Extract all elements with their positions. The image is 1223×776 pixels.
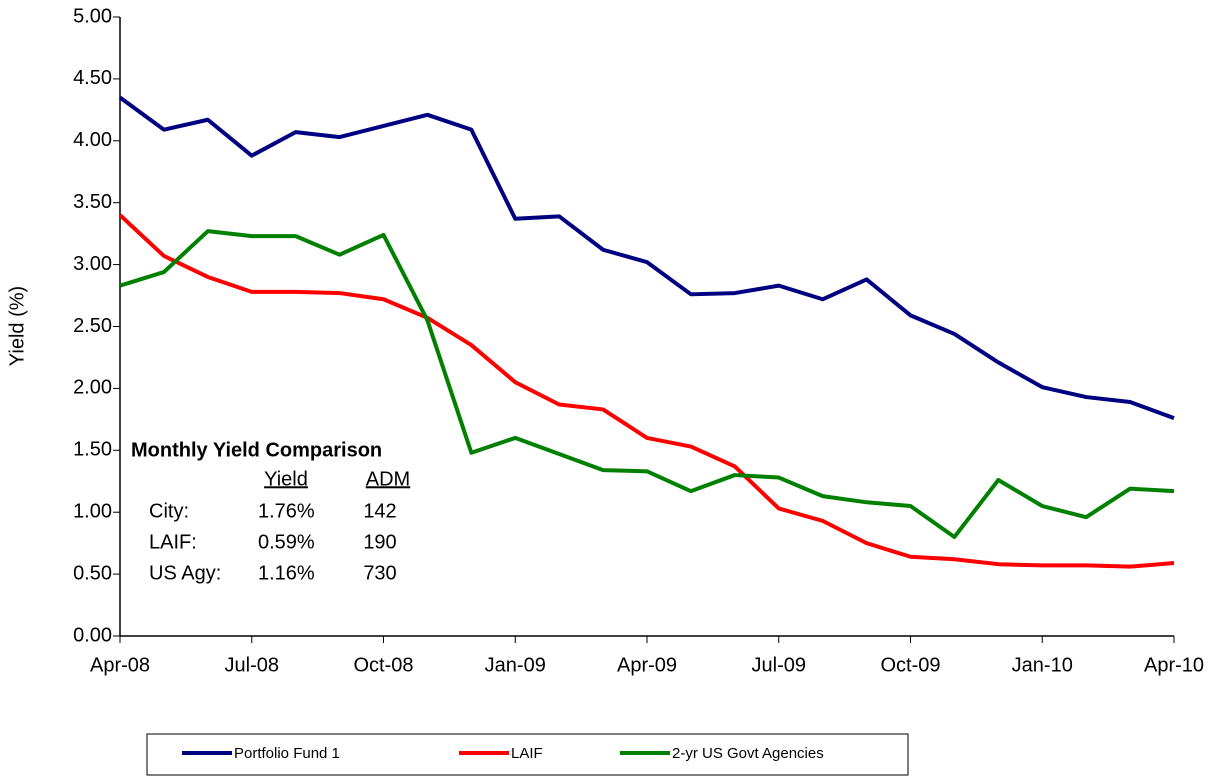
x-tick-label: Apr-10 — [1144, 654, 1204, 676]
annotation-cell: 730 — [363, 562, 396, 584]
y-tick-label: 4.50 — [73, 67, 112, 89]
annotation-title: Monthly Yield Comparison — [131, 439, 382, 461]
annotation-cell: 142 — [363, 500, 396, 522]
y-tick-label: 4.00 — [73, 129, 112, 151]
annotation-cell: 190 — [363, 531, 396, 553]
x-tick-label: Apr-08 — [90, 654, 150, 676]
annotation-cell: LAIF: — [149, 531, 197, 553]
y-tick-label: 2.50 — [73, 315, 112, 337]
series-line — [118, 213, 1175, 569]
x-tick-label: Jan-09 — [485, 654, 546, 676]
y-tick-label: 2.00 — [73, 377, 112, 399]
legend-label: Portfolio Fund 1 — [234, 745, 340, 762]
annotation-cell: 1.76% — [258, 500, 315, 522]
y-tick-label: 0.00 — [73, 624, 112, 646]
y-tick-label: 1.50 — [73, 439, 112, 461]
annotation-cell: 1.16% — [258, 562, 315, 584]
y-tick-label: 3.50 — [73, 191, 112, 213]
x-tick-label: Jan-10 — [1012, 654, 1073, 676]
y-axis-title: Yield (%) — [6, 286, 28, 366]
y-tick-label: 1.00 — [73, 500, 112, 522]
series-line — [119, 229, 1175, 539]
x-tick-label: Oct-09 — [880, 654, 940, 676]
annotation-header: ADM — [366, 468, 410, 490]
x-tick-label: Jul-08 — [225, 654, 279, 676]
legend-label: LAIF — [511, 745, 543, 762]
y-tick-label: 0.50 — [73, 562, 112, 584]
annotation-cell: City: — [149, 500, 189, 522]
x-tick-label: Apr-09 — [617, 654, 677, 676]
y-tick-label: 5.00 — [73, 5, 112, 27]
y-tick-label: 3.00 — [73, 253, 112, 275]
x-tick-label: Oct-08 — [353, 654, 413, 676]
annotation-cell: 0.59% — [258, 531, 315, 553]
annotation-cell: US Agy: — [149, 562, 221, 584]
series-line — [118, 95, 1175, 420]
x-tick-label: Jul-09 — [752, 654, 806, 676]
legend-label: 2-yr US Govt Agencies — [672, 745, 824, 762]
annotation-header: Yield — [264, 468, 308, 490]
legend-box — [146, 733, 909, 776]
